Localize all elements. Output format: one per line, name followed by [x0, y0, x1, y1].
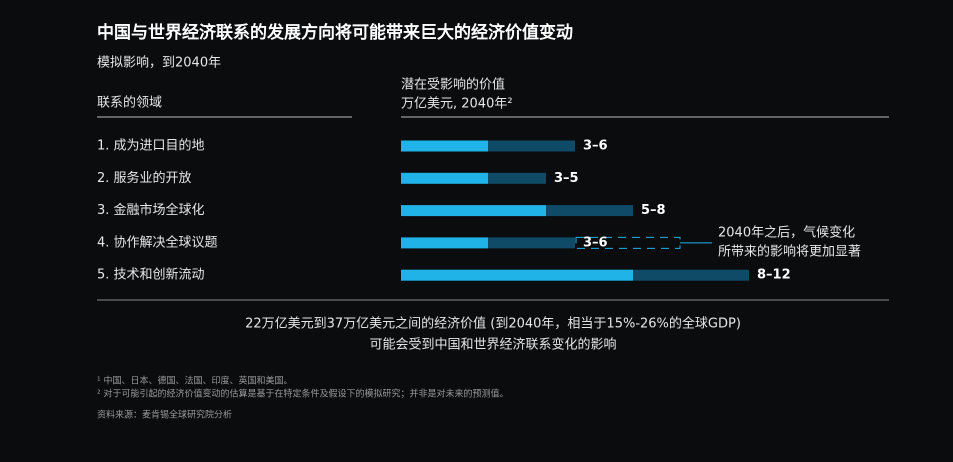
- value-label: 3–6: [583, 139, 608, 154]
- value-label: 8–12: [757, 268, 791, 283]
- category-label: 5. 技术和创新流动: [97, 267, 205, 283]
- annotation: 所带来的影响将更加显著: [718, 243, 861, 259]
- chart-title: 中国与世界经济联系的发展方向将可能带来巨大的经济价值变动: [97, 22, 573, 43]
- bar-low: [401, 269, 633, 281]
- bar-high: [546, 205, 633, 217]
- category-label: 2. 服务业的开放: [97, 170, 192, 186]
- bar-high: [488, 237, 575, 249]
- annotation: 2040年之后，气候变化: [718, 224, 855, 240]
- value-label: 3–6: [583, 235, 608, 250]
- source: 资料来源：麦肯锡全球研究院分析: [97, 409, 232, 421]
- category-header: 联系的领域: [97, 95, 162, 111]
- value-header: 潜在受影响的价值: [401, 77, 505, 93]
- footnote: ¹ 中国、日本、德国、法国、印度、英国和美国。: [97, 375, 292, 387]
- bar-high: [633, 269, 749, 281]
- category-label: 4. 协作解决全球议题: [97, 234, 218, 250]
- value-label: 3–5: [554, 171, 579, 186]
- bar-low: [401, 237, 488, 249]
- subtitle: 模拟影响，到2040年: [97, 55, 221, 71]
- dashed-extension: [575, 236, 681, 249]
- summary: 22万亿美元到37万亿美元之间的经济价值 (到2040年，相当于15%-26%的…: [245, 316, 741, 332]
- value-label: 5–8: [641, 203, 666, 218]
- bar-high: [488, 172, 546, 184]
- category-label: 3. 金融市场全球化: [97, 202, 205, 218]
- bar-low: [401, 172, 488, 184]
- bar-low: [401, 205, 546, 217]
- summary: 可能会受到中国和世界经济联系变化的影响: [369, 337, 616, 353]
- value-header: 万亿美元, 2040年²: [401, 97, 513, 112]
- footnote: ² 对于可能引起的经济价值变动的估算是基于在特定条件及假设下的模拟研究；并非是对…: [97, 388, 508, 400]
- bar-low: [401, 140, 488, 152]
- bar-high: [488, 140, 575, 152]
- category-label: 1. 成为进口目的地: [97, 138, 205, 154]
